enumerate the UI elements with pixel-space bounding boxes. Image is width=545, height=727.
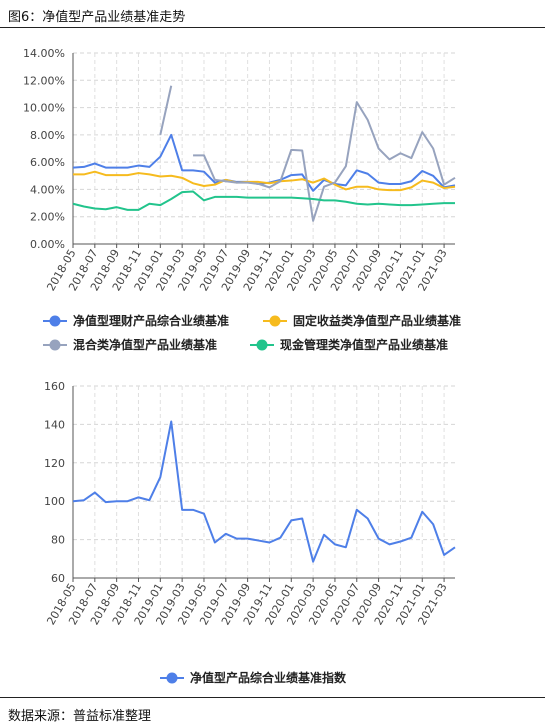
figure-title: 图6：净值型产品业绩基准走势: [8, 10, 186, 25]
y-tick-label: 12.00%: [23, 74, 65, 87]
y-tick-label: 0.00%: [30, 238, 65, 251]
legend-marker: [269, 315, 281, 327]
y-tick-label: 10.00%: [23, 102, 65, 115]
legend-marker: [256, 339, 268, 351]
y-tick-label: 140: [44, 418, 65, 431]
y-tick-label: 14.00%: [23, 47, 65, 60]
series-line: [159, 85, 456, 222]
legend-label: 现金管理类净值型产品业绩基准: [280, 337, 448, 352]
top-rule: [0, 27, 545, 28]
legend-label: 混合类净值型产品业绩基准: [73, 337, 217, 352]
y-tick-label: 80: [51, 534, 65, 547]
legend-label: 固定收益类净值型产品业绩基准: [293, 313, 461, 328]
y-tick-label: 4.00%: [30, 183, 65, 196]
legend-label: 净值型理财产品综合业绩基准: [73, 313, 229, 328]
source-note: 数据来源：普益标准整理: [8, 709, 152, 724]
bottom-rule: [0, 697, 545, 698]
y-tick-label: 160: [44, 380, 65, 393]
chart-benchmark-index: 60801001201401602018-052018-072018-09201…: [44, 380, 456, 685]
y-tick-label: 100: [44, 495, 65, 508]
y-tick-label: 2.00%: [30, 211, 65, 224]
y-tick-label: 6.00%: [30, 156, 65, 169]
y-tick-label: 60: [51, 572, 65, 585]
legend-marker: [166, 672, 178, 684]
y-tick-label: 120: [44, 457, 65, 470]
legend-marker: [49, 339, 61, 351]
y-tick-label: 8.00%: [30, 129, 65, 142]
legend-label: 净值型产品综合业绩基准指数: [190, 670, 347, 685]
chart-benchmark-yields: 0.00% 2.00% 4.00% 6.00% 8.00% 10.00% 12.00% 14.…: [23, 47, 461, 352]
series-line: [72, 190, 455, 211]
series-line: [72, 420, 456, 563]
legend-marker: [49, 315, 61, 327]
series-line: [73, 170, 456, 192]
